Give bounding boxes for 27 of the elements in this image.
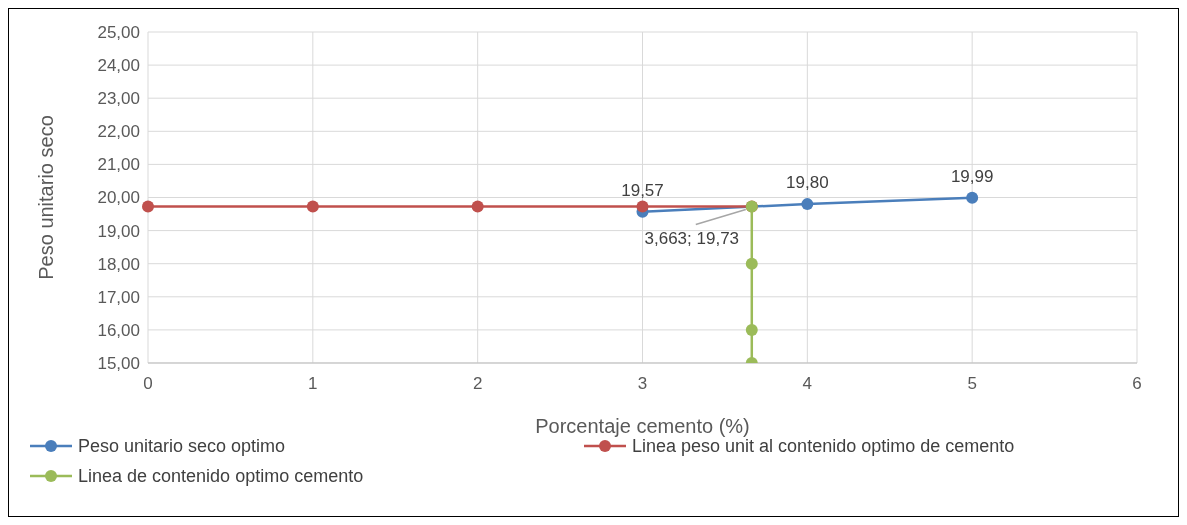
y-tick-label: 22,00 — [97, 122, 140, 142]
annotation: 3,663; 19,73 — [644, 229, 740, 249]
data-label: 19,80 — [786, 173, 829, 193]
x-tick-label: 0 — [143, 374, 153, 393]
y-tick-label: 16,00 — [97, 320, 140, 340]
y-tick-label: 17,00 — [97, 287, 140, 307]
y-tick-label: 25,00 — [97, 22, 140, 42]
y-tick-label: 19,00 — [97, 221, 140, 241]
x-axis-title: Porcentaje cemento (%) — [535, 415, 750, 437]
x-tick-label: 2 — [472, 374, 483, 393]
x-tick-label: 3 — [637, 374, 648, 393]
y-tick-label: 23,00 — [97, 89, 140, 109]
y-tick-label: 15,00 — [97, 353, 140, 373]
x-tick-label: 5 — [967, 374, 977, 393]
y-tick-label: 20,00 — [97, 188, 140, 208]
x-tick-label: 6 — [1132, 374, 1142, 393]
y-axis-title: Peso unitario seco — [35, 115, 57, 280]
legend-label: Peso unitario seco optimo — [78, 436, 286, 457]
y-tick-label: 24,00 — [97, 56, 140, 76]
x-tick-label: 1 — [308, 374, 318, 393]
y-tick-label: 21,00 — [97, 155, 140, 175]
x-tick-label: 4 — [802, 374, 813, 393]
data-label: 19,99 — [950, 166, 994, 186]
legend-label: Linea peso unit al contenido optimo de cemento — [632, 436, 1015, 457]
legend-label: Linea de contenido optimo cemento — [78, 466, 364, 487]
data-label: 19,57 — [621, 180, 664, 200]
y-tick-label: 18,00 — [97, 254, 140, 274]
